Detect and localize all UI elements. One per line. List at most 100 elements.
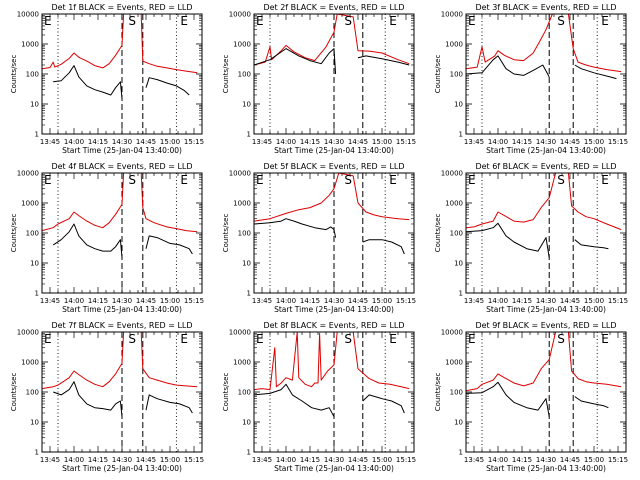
y-axis-label: Counts/sec bbox=[10, 373, 18, 412]
y-tick-label: 10 bbox=[242, 101, 251, 109]
plot-frame bbox=[41, 331, 203, 453]
x-tick-label: 14:45 bbox=[560, 297, 580, 305]
y-tick-label: 10000 bbox=[441, 11, 463, 19]
x-tick-label: 13:45 bbox=[464, 138, 484, 146]
events-series-line bbox=[574, 239, 609, 250]
y-tick-label: 1 bbox=[459, 449, 463, 457]
x-axis-label: Start Time (25-Jan-04 13:40:00) bbox=[486, 464, 606, 473]
x-tick-label: 14:00 bbox=[64, 297, 84, 305]
x-tick-label: 15:00 bbox=[160, 138, 180, 146]
x-tick-label: 14:45 bbox=[348, 138, 368, 146]
x-tick-label: 14:30 bbox=[112, 138, 132, 146]
events-series-line bbox=[253, 218, 337, 238]
x-tick-label: 13:45 bbox=[464, 456, 484, 464]
panel-title: Det 4f BLACK = Events, RED = LLD bbox=[51, 162, 192, 171]
x-tick-label: 15:15 bbox=[396, 456, 416, 464]
segment-letter: E bbox=[468, 173, 476, 187]
x-tick-label: 14:00 bbox=[488, 297, 508, 305]
events-series-line bbox=[253, 383, 335, 417]
x-tick-label: 15:15 bbox=[184, 138, 204, 146]
detector-panel: Det 6f BLACK = Events, RED = LLD Counts/s… bbox=[434, 162, 628, 314]
x-tick-label: 13:45 bbox=[464, 297, 484, 305]
lld-series-line bbox=[253, 13, 410, 66]
x-tick-label: 14:30 bbox=[536, 297, 556, 305]
y-tick-label: 1000 bbox=[21, 41, 39, 49]
x-tick-label: 15:00 bbox=[160, 456, 180, 464]
lld-series-line bbox=[465, 172, 622, 231]
events-series-line bbox=[253, 48, 337, 75]
segment-letter: S bbox=[344, 173, 352, 187]
detector-panel: Det 3f BLACK = Events, RED = LLD Counts/s… bbox=[434, 3, 628, 155]
segment-letter: E bbox=[389, 173, 397, 187]
y-axis-label: Counts/sec bbox=[10, 214, 18, 253]
y-tick-label: 10 bbox=[30, 101, 39, 109]
detector-panel: Det 2f BLACK = Events, RED = LLD Counts/s… bbox=[222, 3, 416, 155]
x-axis-label: Start Time (25-Jan-04 13:40:00) bbox=[62, 464, 182, 473]
x-tick-label: 13:45 bbox=[252, 456, 272, 464]
segment-letter: E bbox=[389, 332, 397, 346]
x-tick-label: 14:45 bbox=[560, 138, 580, 146]
segment-letter: S bbox=[128, 332, 136, 346]
plot-frame bbox=[465, 331, 627, 453]
events-series-line bbox=[465, 222, 550, 258]
y-tick-label: 10000 bbox=[229, 11, 251, 19]
y-tick-label: 10 bbox=[30, 419, 39, 427]
segment-letter: E bbox=[44, 173, 52, 187]
x-axis-label: Start Time (25-Jan-04 13:40:00) bbox=[486, 146, 606, 155]
plot-frame bbox=[41, 13, 203, 135]
x-tick-label: 14:45 bbox=[136, 138, 156, 146]
x-tick-label: 13:45 bbox=[252, 297, 272, 305]
x-tick-label: 14:15 bbox=[88, 456, 108, 464]
y-tick-label: 10000 bbox=[229, 329, 251, 337]
segment-letter: E bbox=[468, 14, 476, 28]
y-tick-label: 1000 bbox=[21, 359, 39, 367]
panel-title: Det 9f BLACK = Events, RED = LLD bbox=[475, 321, 616, 330]
detector-panel: Det 7f BLACK = Events, RED = LLD Counts/s… bbox=[10, 321, 204, 473]
events-series-line bbox=[362, 239, 405, 255]
y-tick-label: 10000 bbox=[17, 170, 39, 178]
y-tick-label: 1 bbox=[459, 290, 463, 298]
panel-title: Det 1f BLACK = Events, RED = LLD bbox=[51, 3, 192, 12]
y-tick-label: 10 bbox=[454, 419, 463, 427]
lld-series-line bbox=[140, 331, 198, 388]
panel-title: Det 3f BLACK = Events, RED = LLD bbox=[475, 3, 616, 12]
y-tick-label: 10000 bbox=[441, 170, 463, 178]
y-tick-label: 100 bbox=[450, 71, 463, 79]
detector-panel: Det 8f BLACK = Events, RED = LLD Counts/s… bbox=[222, 321, 416, 473]
segment-letter: E bbox=[180, 332, 188, 346]
y-tick-label: 1000 bbox=[445, 200, 463, 208]
y-tick-label: 1 bbox=[459, 131, 463, 139]
y-tick-label: 10000 bbox=[17, 11, 39, 19]
y-axis-label: Counts/sec bbox=[10, 55, 18, 94]
plot-frame bbox=[253, 172, 415, 294]
y-tick-label: 100 bbox=[238, 71, 251, 79]
y-tick-label: 1000 bbox=[233, 200, 251, 208]
plot-frame bbox=[465, 13, 627, 135]
x-tick-label: 13:45 bbox=[40, 297, 60, 305]
x-axis-label: Start Time (25-Jan-04 13:40:00) bbox=[486, 305, 606, 314]
segment-letter: E bbox=[180, 14, 188, 28]
lld-series-line bbox=[140, 13, 198, 74]
segment-letter: E bbox=[180, 173, 188, 187]
segment-letter: S bbox=[557, 14, 565, 28]
x-tick-label: 15:00 bbox=[584, 138, 604, 146]
lld-series-line bbox=[465, 13, 622, 73]
x-tick-label: 14:30 bbox=[112, 456, 132, 464]
events-series-line bbox=[574, 396, 609, 409]
panel-title: Det 7f BLACK = Events, RED = LLD bbox=[51, 321, 192, 330]
x-tick-label: 15:00 bbox=[584, 456, 604, 464]
y-axis-label: Counts/sec bbox=[222, 214, 230, 253]
x-axis-label: Start Time (25-Jan-04 13:40:00) bbox=[274, 305, 394, 314]
x-tick-label: 13:45 bbox=[40, 138, 60, 146]
x-tick-label: 15:00 bbox=[372, 138, 392, 146]
x-tick-label: 14:00 bbox=[488, 138, 508, 146]
segment-letter: E bbox=[601, 14, 609, 28]
x-tick-label: 15:15 bbox=[608, 138, 628, 146]
x-tick-label: 14:00 bbox=[276, 297, 296, 305]
y-axis-label: Counts/sec bbox=[434, 373, 442, 412]
lld-series-line bbox=[140, 172, 198, 233]
x-tick-label: 14:45 bbox=[348, 297, 368, 305]
segment-letter: E bbox=[601, 332, 609, 346]
events-series-line bbox=[145, 235, 193, 255]
